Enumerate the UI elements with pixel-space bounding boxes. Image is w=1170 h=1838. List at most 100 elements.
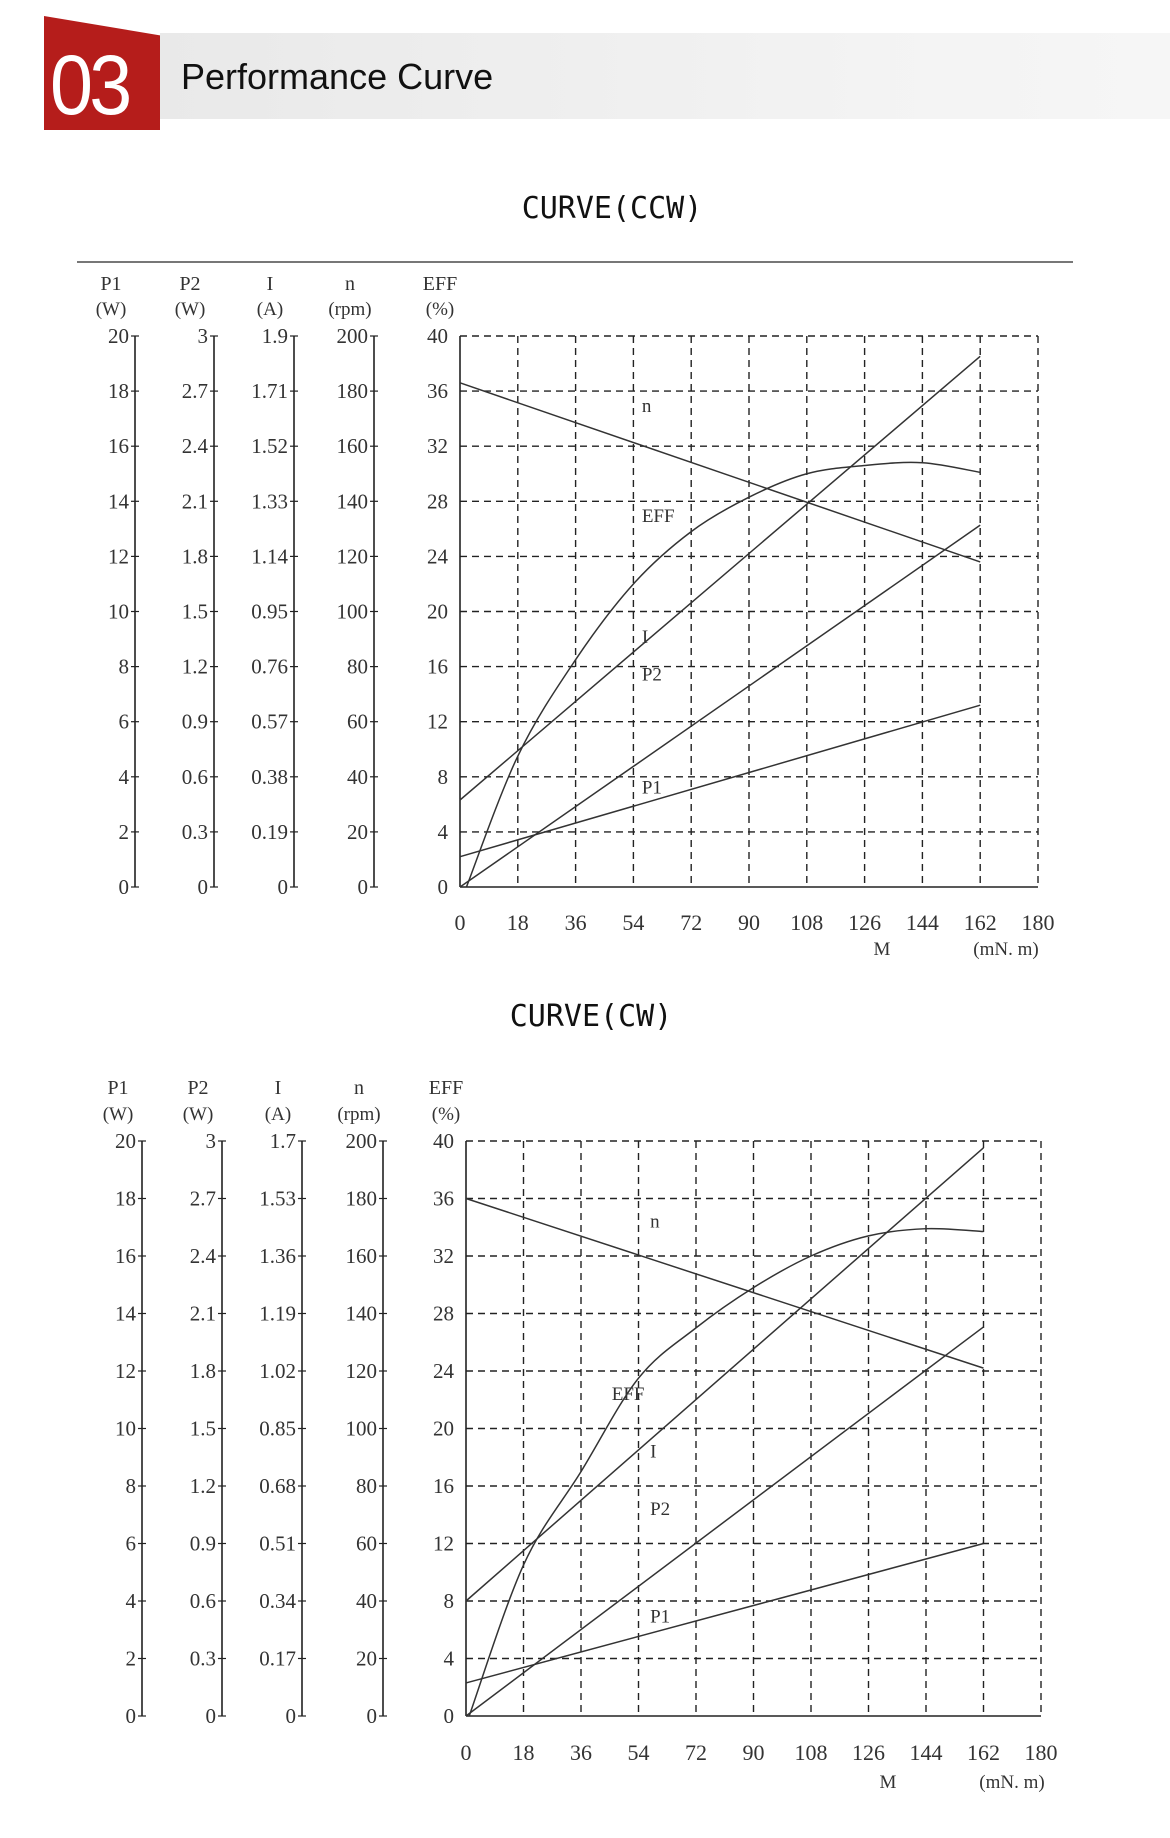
- series-label-p1: P1: [642, 777, 662, 798]
- tick-label-eff: 8: [438, 765, 449, 789]
- series-label-eff: EFF: [612, 1384, 645, 1405]
- tick-label-p1: 14: [115, 1302, 137, 1326]
- tick-label-i: 1.53: [259, 1187, 296, 1211]
- tick-label-p1: 2: [126, 1647, 137, 1671]
- series-line-i: [459, 355, 981, 801]
- tick-label-n: 100: [346, 1417, 378, 1441]
- tick-label-eff: 40: [427, 324, 448, 348]
- tick-label-n: 180: [337, 379, 369, 403]
- x-tick-label: 126: [852, 1740, 885, 1765]
- tick-label-n: 160: [346, 1244, 378, 1268]
- axis-title-p2: P2: [187, 1077, 208, 1099]
- axis-unit-p1: (W): [96, 299, 127, 320]
- tick-label-i: 0.57: [251, 710, 288, 734]
- tick-label-p2: 3: [198, 324, 209, 348]
- tick-label-n: 140: [346, 1302, 378, 1326]
- tick-label-p1: 8: [126, 1474, 137, 1498]
- tick-label-p2: 0.9: [182, 710, 208, 734]
- tick-label-i: 1.02: [259, 1359, 296, 1383]
- tick-label-eff: 12: [433, 1532, 454, 1556]
- tick-label-i: 0.68: [259, 1474, 296, 1498]
- x-tick-label: 108: [790, 910, 823, 935]
- tick-label-n: 120: [337, 544, 369, 568]
- series-line-n: [465, 1197, 984, 1369]
- tick-label-p1: 4: [126, 1589, 137, 1613]
- tick-label-p2: 2.4: [190, 1244, 217, 1268]
- axis-unit-i: (A): [265, 1104, 291, 1125]
- x-tick-label: 18: [507, 910, 529, 935]
- tick-label-i: 1.14: [251, 544, 288, 568]
- tick-label-eff: 4: [438, 820, 449, 844]
- section-title: Performance Curve: [181, 56, 494, 97]
- series-line-n: [459, 382, 981, 563]
- series-line-p2: [465, 1326, 984, 1717]
- tick-label-n: 60: [356, 1532, 377, 1556]
- tick-label-eff: 28: [427, 489, 448, 513]
- tick-label-p1: 2: [119, 820, 130, 844]
- header-band: [160, 33, 1170, 119]
- tick-label-eff: 8: [444, 1589, 455, 1613]
- tick-label-p2: 3: [206, 1129, 217, 1153]
- tick-label-p1: 14: [108, 489, 130, 513]
- axis-title-p1: P1: [107, 1077, 128, 1099]
- x-tick-label: 162: [967, 1740, 1000, 1765]
- tick-label-i: 0.51: [259, 1532, 296, 1556]
- tick-label-p1: 20: [108, 324, 129, 348]
- tick-label-eff: 24: [433, 1359, 455, 1383]
- series-line-eff: [465, 461, 981, 888]
- section-number-badge: 03: [44, 16, 160, 130]
- tick-label-eff: 12: [427, 710, 448, 734]
- x-tick-label: 144: [910, 1740, 943, 1765]
- tick-label-eff: 36: [433, 1187, 454, 1211]
- tick-label-i: 1.19: [259, 1302, 296, 1326]
- x-tick-label: 0: [461, 1740, 472, 1765]
- x-tick-label: 162: [964, 910, 997, 935]
- x-axis-unit: (mN. m): [973, 939, 1038, 960]
- x-tick-label: 180: [1022, 910, 1055, 935]
- tick-label-p2: 0: [198, 875, 209, 899]
- tick-label-eff: 16: [433, 1474, 454, 1498]
- x-tick-label: 54: [622, 910, 644, 935]
- axis-title-n: n: [354, 1077, 364, 1099]
- tick-label-p1: 18: [108, 379, 129, 403]
- tick-label-p1: 12: [115, 1359, 136, 1383]
- axis-title-n: n: [345, 273, 355, 295]
- tick-label-eff: 4: [444, 1647, 455, 1671]
- tick-label-eff: 36: [427, 379, 448, 403]
- chart-title: CURVE(CCW): [522, 191, 703, 226]
- series-line-p1: [465, 1542, 984, 1684]
- tick-label-i: 0.38: [251, 765, 288, 789]
- series-line-i: [465, 1147, 984, 1602]
- tick-label-n: 100: [337, 600, 369, 624]
- tick-label-p1: 12: [108, 544, 129, 568]
- tick-label-n: 80: [347, 655, 368, 679]
- x-tick-label: 72: [685, 1740, 707, 1765]
- axis-unit-eff: (%): [426, 299, 454, 320]
- tick-label-n: 60: [347, 710, 368, 734]
- tick-label-n: 140: [337, 489, 369, 513]
- series-label-eff: EFF: [642, 506, 675, 527]
- x-tick-label: 72: [680, 910, 702, 935]
- tick-label-n: 40: [356, 1589, 377, 1613]
- tick-label-p2: 0.3: [182, 820, 208, 844]
- series-label-i: I: [642, 627, 648, 648]
- tick-label-n: 120: [346, 1359, 378, 1383]
- tick-label-p2: 0.6: [190, 1589, 216, 1613]
- tick-label-i: 0.76: [251, 655, 288, 679]
- tick-label-n: 200: [346, 1129, 378, 1153]
- x-tick-label: 108: [795, 1740, 828, 1765]
- tick-label-p2: 0.6: [182, 765, 208, 789]
- tick-label-n: 180: [346, 1187, 378, 1211]
- tick-label-n: 80: [356, 1474, 377, 1498]
- axis-title-i: I: [267, 273, 274, 295]
- tick-label-p1: 10: [115, 1417, 136, 1441]
- tick-label-p2: 1.8: [190, 1359, 216, 1383]
- tick-label-p1: 20: [115, 1129, 136, 1153]
- series-label-n: n: [650, 1211, 660, 1232]
- tick-label-n: 0: [358, 875, 369, 899]
- x-tick-label: 90: [743, 1740, 765, 1765]
- series-line-eff: [468, 1227, 984, 1717]
- tick-label-p1: 18: [115, 1187, 136, 1211]
- tick-label-i: 0: [286, 1704, 297, 1728]
- tick-label-p1: 0: [126, 1704, 137, 1728]
